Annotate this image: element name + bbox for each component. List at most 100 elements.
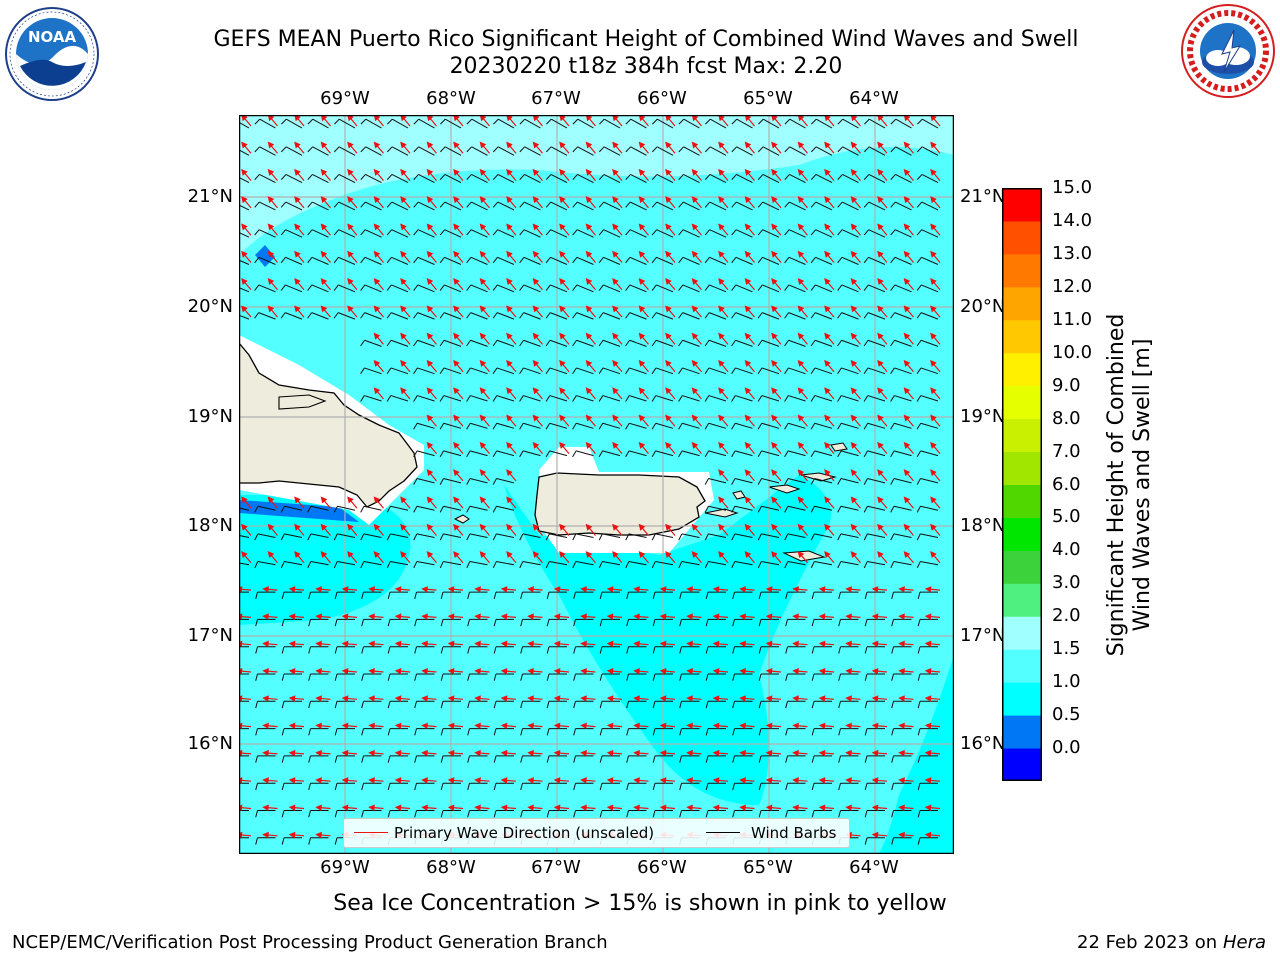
wave-arrow-head xyxy=(368,749,375,757)
wave-arrow-head xyxy=(447,586,455,593)
wave-arrow-head xyxy=(824,278,831,286)
wind-barb xyxy=(339,118,356,129)
wind-barb xyxy=(443,395,462,402)
wind-barb-flag xyxy=(705,728,709,736)
wave-arrow-head xyxy=(421,804,428,811)
wind-barb xyxy=(577,201,594,211)
wind-barb-flag xyxy=(917,673,921,681)
wave-arrow-head xyxy=(659,722,667,730)
wind-barb xyxy=(470,256,488,265)
wave-arrow-head xyxy=(665,141,672,149)
colorbar-segment xyxy=(1002,188,1042,222)
wave-arrow-head xyxy=(320,305,328,313)
wind-barb-flag xyxy=(811,755,815,763)
wind-barb-flag xyxy=(625,174,631,180)
wind-barb-flag xyxy=(546,701,550,709)
wave-arrow-head xyxy=(771,551,778,559)
wave-arrow-head xyxy=(267,305,275,313)
wind-barb-flag xyxy=(652,810,656,818)
wind-barb-flag xyxy=(837,174,843,180)
wave-arrow-head xyxy=(771,414,778,422)
wind-barb xyxy=(867,422,886,429)
wind-barb xyxy=(285,201,303,211)
wind-barb-flag xyxy=(758,783,762,791)
wave-arrow-head xyxy=(877,496,884,504)
wave-arrow-head xyxy=(421,777,428,784)
wave-arrow-head xyxy=(771,168,778,176)
wave-arrow-head xyxy=(797,523,805,531)
wind-barb-flag xyxy=(308,810,311,818)
wind-barb xyxy=(867,450,886,457)
wave-arrow-head xyxy=(585,223,593,231)
wind-barb-flag xyxy=(572,422,577,430)
wind-barb xyxy=(418,173,435,184)
wind-barb xyxy=(815,173,833,184)
wave-arrow-head xyxy=(903,278,911,286)
wind-barb-flag xyxy=(413,533,418,541)
wave-arrow-head xyxy=(426,387,434,395)
wind-barb-flag xyxy=(546,591,550,599)
wind-barb xyxy=(603,146,621,156)
wind-barb xyxy=(549,367,568,375)
wind-barb-flag xyxy=(652,728,656,736)
wind-barb xyxy=(603,201,621,211)
wind-barb-flag xyxy=(757,229,764,236)
wave-arrow-head xyxy=(771,523,778,531)
wind-barb-flag xyxy=(492,422,498,430)
wind-barb-flag xyxy=(678,533,683,541)
wind-barb-flag xyxy=(810,561,815,569)
wind-barb-flag xyxy=(837,312,843,319)
wind-barb-flag xyxy=(414,701,417,709)
wind-barb-flag xyxy=(784,422,789,430)
wind-barb-flag xyxy=(785,591,788,599)
wind-barb xyxy=(602,561,621,566)
wind-barb-flag xyxy=(678,118,685,125)
wind-barb-flag xyxy=(440,728,444,736)
wind-barb xyxy=(239,259,250,265)
wind-barb-flag xyxy=(652,673,656,681)
wind-barb xyxy=(338,146,356,156)
wind-barb xyxy=(444,229,462,238)
wind-barb xyxy=(655,367,674,375)
wave-arrow-head xyxy=(426,168,434,176)
wind-barb-flag xyxy=(732,591,735,599)
wave-arrow-head xyxy=(347,250,354,258)
wave-arrow-head xyxy=(771,223,778,231)
wind-barb-flag xyxy=(333,257,339,264)
wind-barb-flag xyxy=(413,312,419,319)
wind-barb-flag xyxy=(466,284,472,291)
wind-barb-flag xyxy=(519,229,525,236)
wind-barb xyxy=(258,229,276,238)
wind-barb xyxy=(788,395,806,402)
wind-barb xyxy=(338,284,356,293)
lon-label-bottom: 68°W xyxy=(426,857,476,878)
wave-arrow-head xyxy=(315,586,322,593)
wind-barb xyxy=(868,229,886,238)
wind-barb-flag xyxy=(361,646,364,654)
wind-barb-flag xyxy=(785,810,788,818)
wind-barb-flag xyxy=(863,201,870,208)
wind-barb-flag xyxy=(598,146,605,153)
wind-barb-flag xyxy=(678,174,684,180)
wave-arrow-head xyxy=(718,223,725,231)
wave-arrow-head xyxy=(400,168,407,176)
wind-barb-flag xyxy=(572,339,577,347)
wave-arrow-head xyxy=(924,804,932,811)
wave-arrow-head xyxy=(479,250,487,258)
wind-barb-flag xyxy=(732,755,735,763)
wave-arrow-head xyxy=(898,831,905,839)
wind-barb-flag xyxy=(757,339,763,347)
wind-barb-flag xyxy=(307,257,313,264)
wind-barb-flag xyxy=(731,257,737,264)
wind-barb xyxy=(816,118,833,129)
wind-barb xyxy=(920,395,939,402)
wind-barb-flag xyxy=(917,810,921,818)
wave-arrow-head xyxy=(262,667,269,675)
wind-barb xyxy=(630,146,647,156)
wind-barb-flag xyxy=(757,561,762,569)
wave-arrow-head xyxy=(267,523,275,531)
wind-barb xyxy=(762,173,780,184)
wind-barb-flag xyxy=(360,395,365,402)
wave-arrow-head xyxy=(712,613,720,620)
wind-barb xyxy=(257,561,276,566)
